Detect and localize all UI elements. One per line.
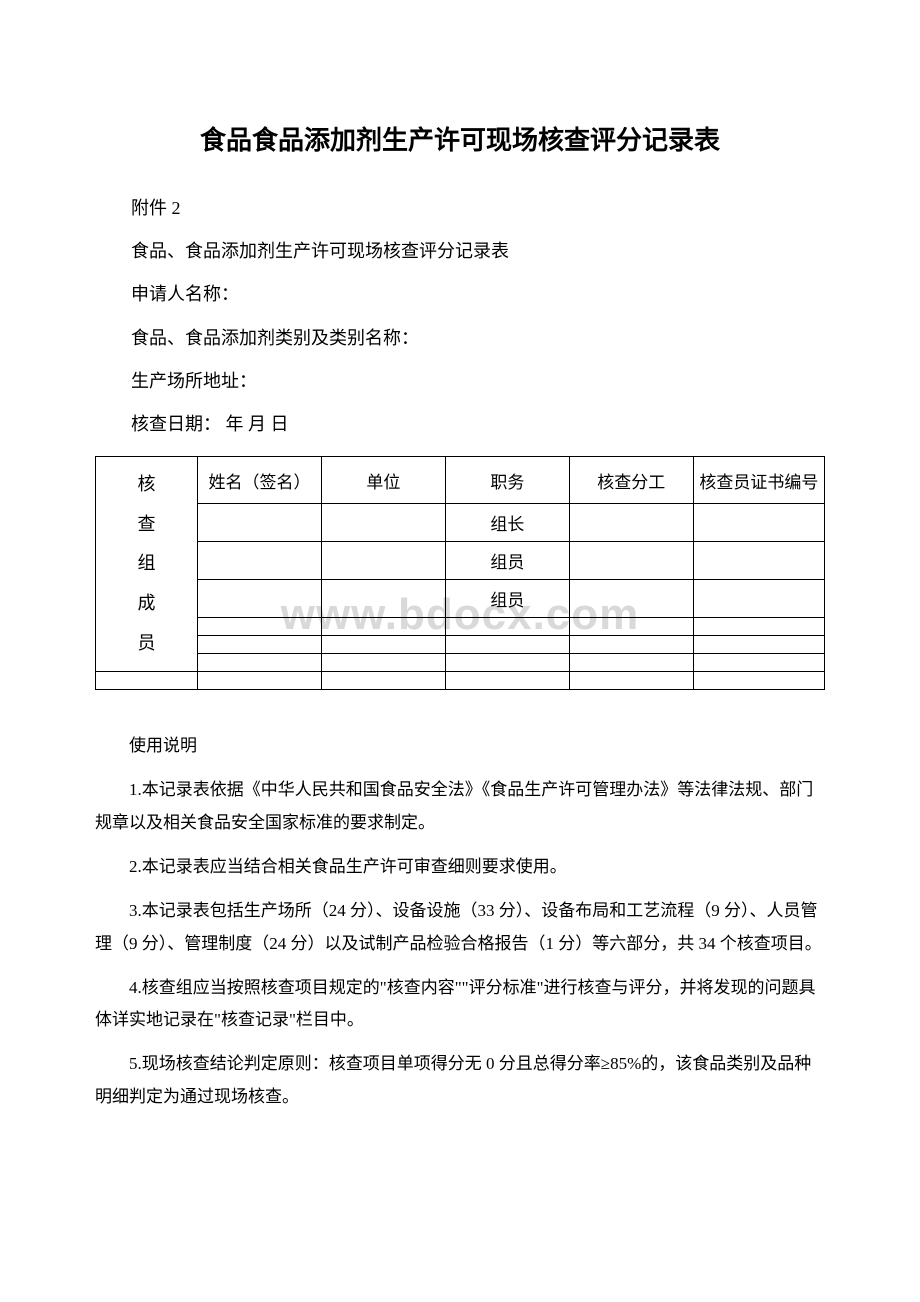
table-header-row: 核查组成员 姓名（签名） 单位 职务 核查分工 核查员证书编号 <box>96 457 825 504</box>
cell-name <box>198 504 322 542</box>
instruction-item: 1.本记录表依据《中华人民共和国食品安全法》《食品生产许可管理办法》等法律法规、… <box>95 774 825 839</box>
instructions-heading: 使用说明 <box>95 730 825 762</box>
subtitle: 食品、食品添加剂生产许可现场核查评分记录表 <box>95 230 825 273</box>
table-row <box>96 672 825 690</box>
cell-name <box>198 580 322 618</box>
cell-position: 组员 <box>445 580 569 618</box>
cell-cert <box>693 636 824 654</box>
attachment-label: 附件 2 <box>95 187 825 230</box>
cell-position <box>445 672 569 690</box>
cell-cert <box>693 504 824 542</box>
cell-cert <box>693 672 824 690</box>
table-row <box>96 618 825 636</box>
cell-division <box>569 542 693 580</box>
members-table-wrap: 核查组成员 姓名（签名） 单位 职务 核查分工 核查员证书编号 组长 组员 <box>95 456 825 690</box>
cell-unit <box>321 654 445 672</box>
cell-unit <box>321 672 445 690</box>
cell-cert <box>693 618 824 636</box>
address-field: 生产场所地址： <box>95 360 825 403</box>
cell-cert <box>693 654 824 672</box>
col-cert-no: 核查员证书编号 <box>693 457 824 504</box>
cell-unit <box>321 580 445 618</box>
members-table: 核查组成员 姓名（签名） 单位 职务 核查分工 核查员证书编号 组长 组员 <box>95 456 825 690</box>
cell-name <box>198 636 322 654</box>
cell-name <box>198 672 322 690</box>
document-content: 食品食品添加剂生产许可现场核查评分记录表 附件 2 食品、食品添加剂生产许可现场… <box>95 120 825 1113</box>
cell-division <box>569 654 693 672</box>
applicant-field: 申请人名称： <box>95 273 825 316</box>
cell-division <box>569 580 693 618</box>
instruction-item: 3.本记录表包括生产场所（24 分）、设备设施（33 分）、设备布局和工艺流程（… <box>95 895 825 960</box>
cell-name <box>198 618 322 636</box>
cell-position <box>445 636 569 654</box>
cell-name <box>198 542 322 580</box>
table-row: 组员 <box>96 580 825 618</box>
page-title: 食品食品添加剂生产许可现场核查评分记录表 <box>95 120 825 157</box>
cell-position: 组长 <box>445 504 569 542</box>
table-row: 组长 <box>96 504 825 542</box>
cell-name <box>198 654 322 672</box>
col-position: 职务 <box>445 457 569 504</box>
date-field: 核查日期： 年 月 日 <box>95 403 825 446</box>
category-field: 食品、食品添加剂类别及类别名称： <box>95 317 825 360</box>
cell-unit <box>321 542 445 580</box>
cell-cert <box>693 542 824 580</box>
col-division: 核查分工 <box>569 457 693 504</box>
cell-position: 组员 <box>445 542 569 580</box>
table-row <box>96 654 825 672</box>
table-row: 组员 <box>96 542 825 580</box>
cell-unit <box>321 504 445 542</box>
cell-division <box>569 504 693 542</box>
col-unit: 单位 <box>321 457 445 504</box>
instruction-item: 5.现场核查结论判定原则：核查项目单项得分无 0 分且总得分率≥85%的，该食品… <box>95 1048 825 1113</box>
cell-unit <box>321 618 445 636</box>
cell-division <box>569 672 693 690</box>
cell-division <box>569 618 693 636</box>
cell-position <box>445 618 569 636</box>
col-name: 姓名（签名） <box>198 457 322 504</box>
cell-rowhead-empty <box>96 672 198 690</box>
cell-position <box>445 654 569 672</box>
cell-division <box>569 636 693 654</box>
cell-unit <box>321 636 445 654</box>
table-row <box>96 636 825 654</box>
row-header-members: 核查组成员 <box>96 457 198 672</box>
instruction-item: 2.本记录表应当结合相关食品生产许可审查细则要求使用。 <box>95 851 825 883</box>
instruction-item: 4.核查组应当按照核查项目规定的"核查内容""评分标准"进行核查与评分，并将发现… <box>95 972 825 1037</box>
cell-cert <box>693 580 824 618</box>
